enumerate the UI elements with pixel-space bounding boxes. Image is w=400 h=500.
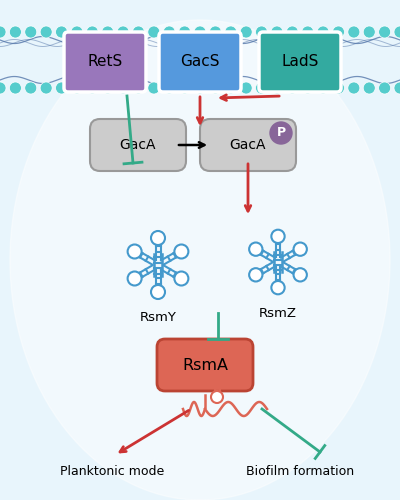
- FancyBboxPatch shape: [259, 32, 341, 92]
- Circle shape: [179, 26, 191, 38]
- Circle shape: [363, 82, 375, 94]
- Circle shape: [117, 82, 129, 94]
- Circle shape: [211, 391, 223, 403]
- Circle shape: [148, 82, 160, 94]
- Circle shape: [151, 231, 165, 245]
- Circle shape: [379, 26, 391, 38]
- Circle shape: [0, 26, 6, 38]
- Circle shape: [86, 82, 98, 94]
- Text: Biofilm formation: Biofilm formation: [246, 465, 354, 478]
- Circle shape: [194, 26, 206, 38]
- Circle shape: [394, 26, 400, 38]
- Text: RsmA: RsmA: [182, 358, 228, 372]
- Circle shape: [348, 82, 360, 94]
- Circle shape: [128, 244, 142, 258]
- Text: Planktonic mode: Planktonic mode: [60, 465, 164, 478]
- Circle shape: [56, 26, 68, 38]
- Circle shape: [56, 82, 68, 94]
- Circle shape: [302, 82, 314, 94]
- Circle shape: [209, 26, 221, 38]
- Circle shape: [271, 82, 283, 94]
- Circle shape: [249, 268, 262, 281]
- Circle shape: [394, 82, 400, 94]
- Text: RsmZ: RsmZ: [259, 307, 297, 320]
- FancyBboxPatch shape: [159, 32, 241, 92]
- Circle shape: [71, 82, 83, 94]
- Circle shape: [71, 26, 83, 38]
- Circle shape: [163, 26, 175, 38]
- Circle shape: [240, 26, 252, 38]
- Circle shape: [174, 244, 188, 258]
- FancyBboxPatch shape: [90, 119, 186, 171]
- Circle shape: [271, 230, 285, 243]
- Circle shape: [317, 26, 329, 38]
- Circle shape: [148, 26, 160, 38]
- Circle shape: [209, 82, 221, 94]
- Text: GacS: GacS: [180, 54, 220, 70]
- Circle shape: [25, 82, 37, 94]
- Circle shape: [194, 82, 206, 94]
- Circle shape: [270, 122, 292, 144]
- Circle shape: [256, 26, 268, 38]
- Circle shape: [132, 82, 144, 94]
- Circle shape: [294, 242, 307, 256]
- Circle shape: [363, 26, 375, 38]
- Circle shape: [117, 26, 129, 38]
- Text: P: P: [276, 126, 286, 140]
- Circle shape: [132, 26, 144, 38]
- Circle shape: [348, 26, 360, 38]
- Circle shape: [102, 26, 114, 38]
- Circle shape: [174, 272, 188, 285]
- Circle shape: [179, 82, 191, 94]
- Ellipse shape: [10, 20, 390, 500]
- Circle shape: [286, 82, 298, 94]
- Circle shape: [225, 26, 237, 38]
- FancyBboxPatch shape: [64, 32, 146, 92]
- Circle shape: [25, 26, 37, 38]
- Circle shape: [332, 26, 344, 38]
- Circle shape: [286, 26, 298, 38]
- Circle shape: [256, 82, 268, 94]
- Circle shape: [102, 82, 114, 94]
- Circle shape: [271, 281, 285, 294]
- Circle shape: [0, 82, 6, 94]
- Circle shape: [379, 82, 391, 94]
- Text: GacA: GacA: [120, 138, 156, 152]
- FancyBboxPatch shape: [157, 339, 253, 391]
- Circle shape: [9, 26, 21, 38]
- Circle shape: [128, 272, 142, 285]
- Circle shape: [40, 26, 52, 38]
- Circle shape: [249, 242, 262, 256]
- Circle shape: [332, 82, 344, 94]
- Text: RsmY: RsmY: [140, 311, 176, 324]
- Circle shape: [294, 268, 307, 281]
- Circle shape: [240, 82, 252, 94]
- Circle shape: [317, 82, 329, 94]
- Text: RetS: RetS: [87, 54, 123, 70]
- Circle shape: [225, 82, 237, 94]
- FancyBboxPatch shape: [200, 119, 296, 171]
- Text: LadS: LadS: [281, 54, 319, 70]
- Circle shape: [271, 26, 283, 38]
- Circle shape: [86, 26, 98, 38]
- Circle shape: [163, 82, 175, 94]
- Circle shape: [40, 82, 52, 94]
- Circle shape: [302, 26, 314, 38]
- Text: GacA: GacA: [230, 138, 266, 152]
- Circle shape: [9, 82, 21, 94]
- Circle shape: [151, 285, 165, 299]
